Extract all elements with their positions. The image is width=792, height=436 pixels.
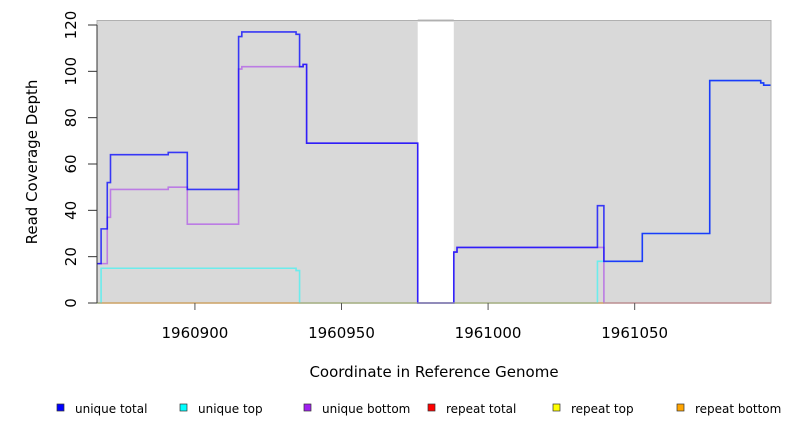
- legend-swatch: [56, 403, 65, 412]
- legend-swatch: [552, 403, 561, 412]
- legend-swatch: [676, 403, 685, 412]
- legend-label: repeat top: [571, 402, 634, 416]
- x-tick-label: 1961000: [455, 324, 522, 342]
- legend-swatch: [427, 403, 436, 412]
- y-tick-label: 120: [62, 11, 80, 40]
- y-tick-label: 60: [62, 154, 80, 173]
- y-tick-label: 100: [62, 57, 80, 86]
- series-unique-total: [97, 31, 771, 304]
- legend-swatch: [179, 403, 188, 412]
- y-tick-label: 0: [62, 298, 80, 308]
- y-tick-label: 80: [62, 108, 80, 127]
- y-tick-label: 20: [62, 247, 80, 266]
- legend-label: unique bottom: [322, 402, 410, 416]
- x-tick-label: 1961050: [601, 324, 668, 342]
- legend: unique total unique top unique bottom repea…: [56, 402, 781, 416]
- legend-label: repeat bottom: [695, 402, 781, 416]
- gap-region: [417, 20, 454, 303]
- x-axis-label: Coordinate in Reference Genome: [309, 363, 558, 381]
- x-tick-label: 1960950: [308, 324, 375, 342]
- legend-label: unique top: [198, 402, 263, 416]
- legend-label: repeat total: [446, 402, 516, 416]
- legend-swatch: [303, 403, 312, 412]
- y-axis-label: Read Coverage Depth: [23, 80, 41, 245]
- x-tick-label: 1960900: [162, 324, 229, 342]
- legend-label: unique total: [75, 402, 147, 416]
- y-tick-label: 40: [62, 201, 80, 220]
